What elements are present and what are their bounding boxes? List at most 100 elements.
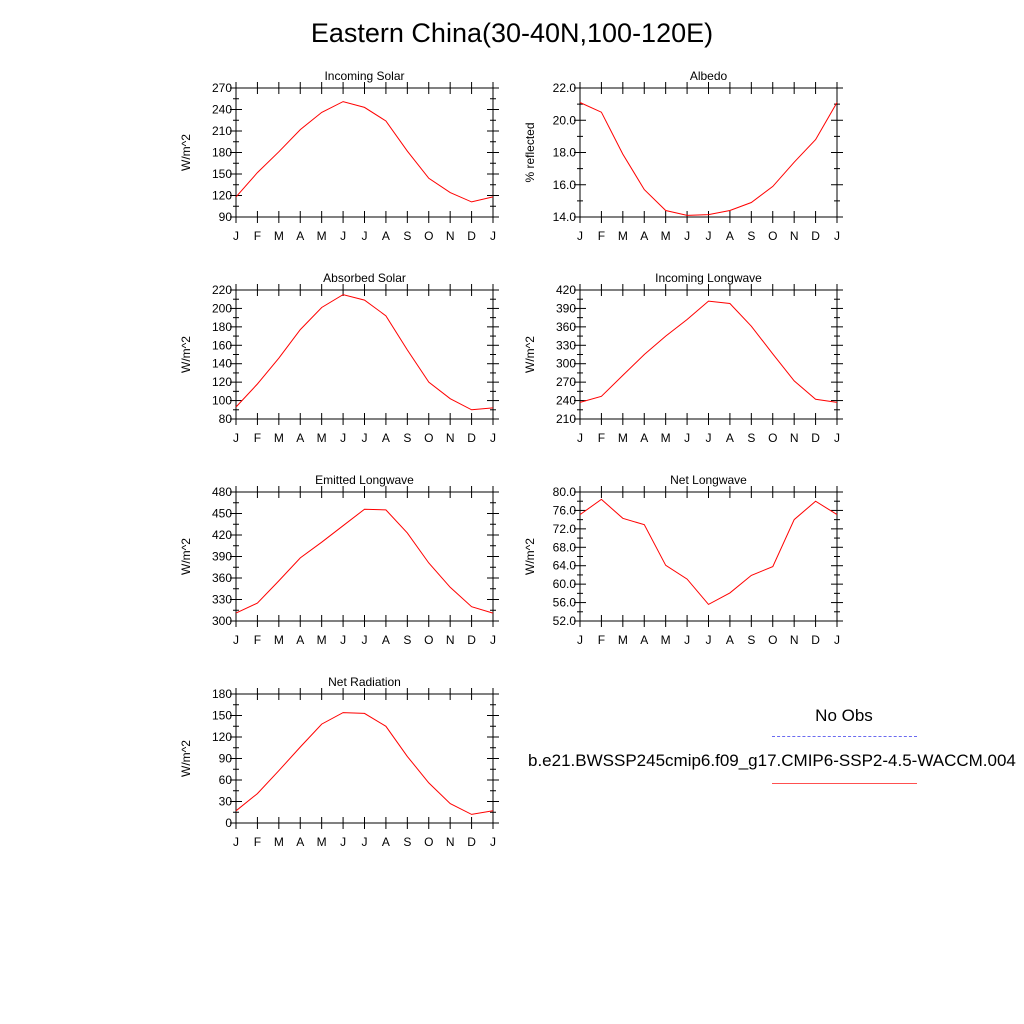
incoming-solar-xtick-label: F (254, 229, 261, 243)
incoming-longwave-xtick-label: F (598, 431, 605, 445)
net-radiation-xtick-label: J (490, 835, 496, 849)
incoming-longwave-ytick-label: 390 (556, 301, 576, 315)
incoming-longwave-frame (579, 289, 838, 420)
emitted-longwave-ytick-label: 450 (212, 507, 232, 521)
net-radiation-xtick-label: J (340, 835, 346, 849)
net-longwave-xtick-label: N (790, 633, 799, 647)
net-longwave-xtick-label: S (747, 633, 755, 647)
absorbed-solar-xtick-label: O (424, 431, 433, 445)
incoming-solar-ytick-label: 90 (219, 210, 233, 224)
net-longwave-xtick-label: O (768, 633, 777, 647)
incoming-longwave-ytick-label: 240 (556, 394, 576, 408)
albedo-xtick-label: J (577, 229, 583, 243)
incoming-longwave-ytick-label: 360 (556, 320, 576, 334)
net-longwave-xtick-label: A (640, 633, 648, 647)
incoming-solar-xtick-label: S (403, 229, 411, 243)
net-longwave-ytick-label: 64.0 (553, 559, 577, 573)
emitted-longwave-xtick-label: N (446, 633, 455, 647)
absorbed-solar-ytick-label: 220 (212, 283, 232, 297)
emitted-longwave-xtick-label: A (296, 633, 304, 647)
absorbed-solar-ytick-label: 120 (212, 375, 232, 389)
incoming-longwave-ylabel: W/m^2 (523, 336, 537, 373)
absorbed-solar-xtick-label: J (362, 431, 368, 445)
net-radiation-xtick-label: M (274, 835, 284, 849)
emitted-longwave-ytick-label: 390 (212, 550, 232, 564)
emitted-longwave-ytick-label: 330 (212, 593, 232, 607)
net-radiation-title: Net Radiation (328, 675, 401, 689)
net-radiation-xtick-label: S (403, 835, 411, 849)
incoming-solar-series-line (235, 101, 494, 203)
absorbed-solar-ytick-label: 180 (212, 320, 232, 334)
absorbed-solar-ytick-label: 80 (219, 412, 233, 426)
albedo-xtick-label: A (726, 229, 734, 243)
emitted-longwave-xtick-label: S (403, 633, 411, 647)
net-radiation-ytick-label: 150 (212, 709, 232, 723)
net-longwave-xtick-label: M (661, 633, 671, 647)
albedo-xtick-label: M (618, 229, 628, 243)
incoming-solar-xtick-label: J (340, 229, 346, 243)
albedo-xtick-label: J (834, 229, 840, 243)
emitted-longwave-xtick-label: J (340, 633, 346, 647)
net-longwave-ytick-label: 60.0 (553, 577, 577, 591)
net-longwave-xtick-label: M (618, 633, 628, 647)
albedo-ytick-label: 22.0 (553, 81, 577, 95)
net-radiation-ytick-label: 120 (212, 730, 232, 744)
net-radiation-ytick-label: 180 (212, 687, 232, 701)
incoming-longwave-series-line (579, 300, 838, 403)
emitted-longwave-xtick-label: A (382, 633, 390, 647)
net-radiation-ytick-label: 60 (219, 773, 233, 787)
legend-obs-line (772, 736, 917, 737)
emitted-longwave-xtick-label: O (424, 633, 433, 647)
net-longwave-xtick-label: F (598, 633, 605, 647)
incoming-solar-panel: Incoming Solar W/m^2 90 120 150 180 210 240 270 J… (179, 69, 499, 243)
absorbed-solar-ylabel: W/m^2 (179, 336, 193, 373)
emitted-longwave-xtick-label: J (490, 633, 496, 647)
emitted-longwave-xtick-label: J (233, 633, 239, 647)
net-longwave-xtick-label: J (577, 633, 583, 647)
albedo-title: Albedo (690, 69, 728, 83)
net-longwave-ytick-label: 72.0 (553, 522, 577, 536)
incoming-solar-ytick-label: 270 (212, 81, 232, 95)
absorbed-solar-frame (235, 289, 494, 420)
incoming-longwave-xtick-label: J (706, 431, 712, 445)
incoming-longwave-xtick-label: A (640, 431, 648, 445)
legend-obs-label: No Obs (815, 706, 873, 725)
absorbed-solar-series-line (235, 294, 494, 411)
albedo-xtick-label: S (747, 229, 755, 243)
net-longwave-ytick-label: 80.0 (553, 485, 577, 499)
absorbed-solar-xtick-label: J (490, 431, 496, 445)
incoming-longwave-xtick-label: M (618, 431, 628, 445)
net-longwave-xtick-label: J (834, 633, 840, 647)
absorbed-solar-xtick-label: M (274, 431, 284, 445)
incoming-solar-xtick-label: M (274, 229, 284, 243)
incoming-solar-xtick-label: A (296, 229, 304, 243)
albedo-xtick-label: D (811, 229, 820, 243)
main-title: Eastern China(30-40N,100-120E) (310, 18, 714, 48)
incoming-longwave-ytick-label: 330 (556, 338, 576, 352)
absorbed-solar-title: Absorbed Solar (323, 271, 406, 285)
incoming-longwave-ytick-label: 420 (556, 283, 576, 297)
absorbed-solar-xtick-label: S (403, 431, 411, 445)
net-longwave-series-line (579, 498, 838, 606)
absorbed-solar-ytick-label: 160 (212, 338, 232, 352)
incoming-longwave-xtick-label: M (661, 431, 671, 445)
albedo-xtick-label: F (598, 229, 605, 243)
net-longwave-xtick-label: D (811, 633, 820, 647)
incoming-solar-xtick-label: J (362, 229, 368, 243)
incoming-solar-ytick-label: 180 (212, 146, 232, 160)
absorbed-solar-xtick-label: J (233, 431, 239, 445)
albedo-ytick-label: 18.0 (553, 146, 577, 160)
net-radiation-xtick-label: F (254, 835, 261, 849)
emitted-longwave-xtick-label: M (274, 633, 284, 647)
incoming-solar-xtick-label: A (382, 229, 390, 243)
net-longwave-title: Net Longwave (670, 473, 747, 487)
incoming-longwave-xtick-label: D (811, 431, 820, 445)
net-longwave-ylabel: W/m^2 (523, 538, 537, 575)
albedo-xtick-label: J (684, 229, 690, 243)
absorbed-solar-xtick-label: D (467, 431, 476, 445)
incoming-solar-xtick-label: J (490, 229, 496, 243)
net-radiation-series-line (235, 712, 494, 815)
net-radiation-xtick-label: A (382, 835, 390, 849)
